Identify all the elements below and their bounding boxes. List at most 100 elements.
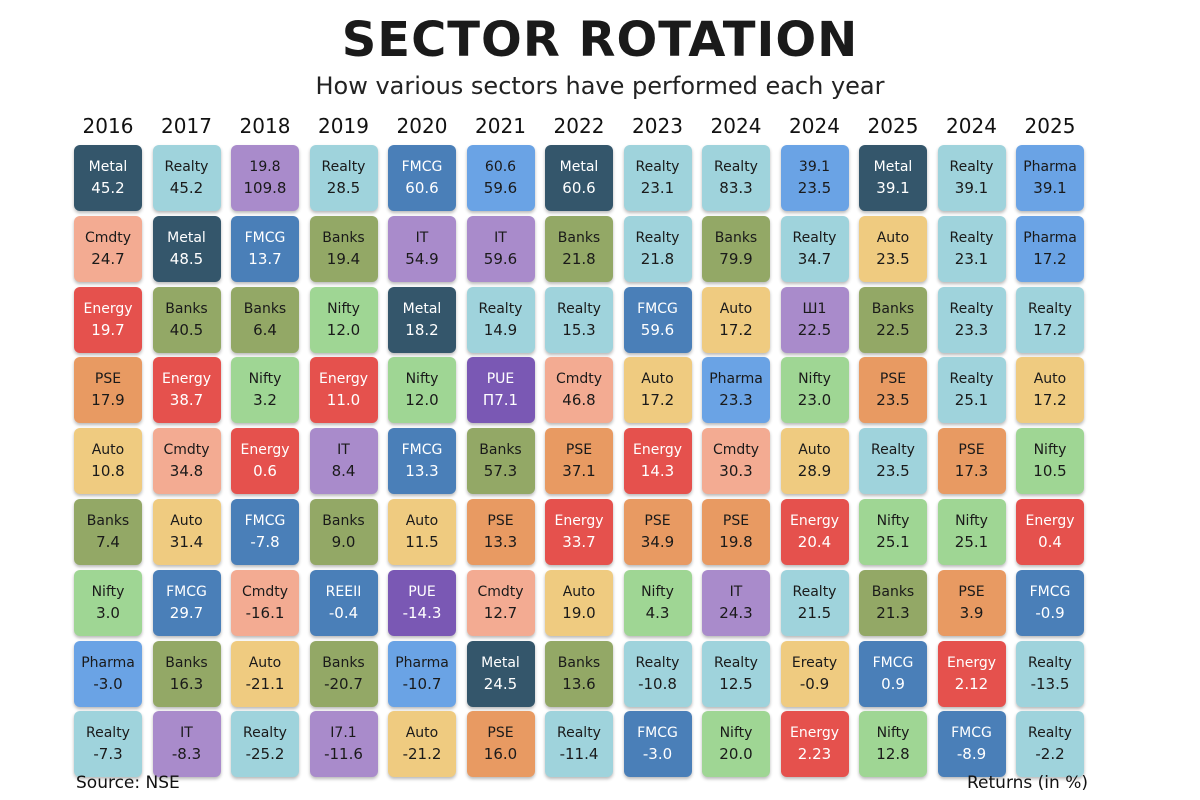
sector-name: Auto — [876, 229, 910, 246]
sector-return: 39.1 — [1033, 179, 1067, 197]
year-label: 2020 — [396, 114, 448, 138]
sector-tile: Pharma -10.7 — [388, 640, 456, 707]
sector-name: Auto — [798, 442, 831, 459]
sector-return: -3.0 — [93, 674, 123, 693]
sector-return: 17.9 — [91, 391, 125, 410]
sector-return: 19.7 — [91, 320, 125, 339]
sector-tile: Auto 19.0 — [545, 569, 613, 636]
sector-tile: IT 24.3 — [702, 569, 770, 636]
sector-return: -0.9 — [1035, 603, 1065, 622]
sector-return: 39.1 — [876, 179, 910, 197]
sector-return: 18.2 — [405, 320, 439, 339]
sector-name: Auto — [405, 513, 439, 529]
sector-tile: Auto 17.2 — [1016, 357, 1084, 424]
sector-tile: Energy 33.7 — [545, 499, 613, 565]
sector-tile: FMCG 59.6 — [623, 286, 692, 353]
sector-name: FMCG — [401, 442, 443, 459]
sector-return: -2.2 — [1035, 745, 1065, 764]
sector-name: Energy — [789, 725, 839, 742]
sector-return: 38.7 — [169, 391, 204, 410]
sector-tile: IT 54.9 — [388, 215, 456, 282]
sector-tile: Metal 48.5 — [152, 215, 221, 282]
sector-tile: Banks 21.8 — [545, 215, 613, 282]
sector-tile: Nifty 12.0 — [309, 286, 378, 353]
sector-name: Realty — [949, 371, 994, 388]
sector-tile: IT 59.6 — [466, 215, 535, 282]
sector-return: 21.5 — [797, 603, 832, 622]
units-note: Returns (in %) — [967, 773, 1088, 793]
sector-return: -21.1 — [245, 674, 285, 693]
sector-return: -13.5 — [1030, 674, 1070, 693]
sector-return: 8.4 — [331, 462, 356, 481]
sector-tile: Realty 28.5 — [309, 145, 378, 211]
sector-tile: Metal 45.2 — [74, 145, 142, 211]
sector-tile: Nifty 12.0 — [388, 357, 456, 424]
sector-return: 23.1 — [954, 249, 989, 268]
sector-name: Ereaty — [791, 654, 838, 671]
sector-return: 28.5 — [326, 179, 361, 197]
sector-tile: Energy 2.23 — [780, 711, 849, 778]
sector-tile: Banks 13.6 — [545, 640, 613, 707]
sector-name: Auto — [562, 583, 596, 600]
sector-tile: Realty 25.1 — [937, 357, 1006, 424]
sector-name: Realty — [949, 229, 994, 246]
year-label: 2024 — [946, 114, 997, 138]
sector-return: 45.2 — [91, 179, 125, 197]
sector-name: Banks — [871, 583, 915, 600]
sector-name: Realty — [949, 159, 994, 175]
sector-name: FMCG — [244, 229, 286, 246]
sector-name: Realty — [792, 583, 837, 600]
sector-tile: PSE 37.1 — [545, 428, 613, 495]
year-label: 2021 — [475, 114, 526, 138]
sector-tile: Ereaty -0.9 — [780, 640, 849, 707]
sector-name: FMCG — [401, 159, 443, 175]
sector-name: Nifty — [719, 725, 753, 742]
sector-name: Realty — [1028, 725, 1072, 742]
sector-name: Energy — [240, 442, 290, 459]
sector-tile: Banks 6.4 — [231, 286, 299, 353]
sector-return: -10.7 — [402, 674, 442, 693]
sector-return: 29.7 — [169, 603, 204, 622]
sector-return: -10.8 — [638, 674, 677, 693]
source-note: Source: NSE — [76, 773, 180, 793]
sector-name: Cmdty — [84, 229, 132, 246]
sector-return: 20.4 — [797, 533, 832, 551]
sector-return: 17.2 — [719, 320, 753, 339]
chart-title: SECTOR ROTATION — [341, 12, 859, 68]
sector-name: Metal — [481, 654, 520, 671]
sector-return: -7.3 — [93, 745, 123, 764]
sector-tile: Cmdty 24.7 — [74, 215, 142, 282]
sector-name: Banks — [871, 300, 915, 317]
sector-tile: Realty 23.3 — [937, 286, 1006, 353]
sector-tile: Pharma -3.0 — [74, 640, 142, 707]
sector-return: 19.4 — [326, 249, 361, 268]
sector-return: 22.5 — [876, 320, 910, 339]
sector-name: Banks — [86, 513, 130, 529]
sector-tile: Realty 21.5 — [780, 569, 849, 636]
sector-return: 25.1 — [876, 533, 910, 551]
sector-return: 59.6 — [483, 179, 518, 197]
sector-return: 30.3 — [719, 462, 753, 481]
sector-name: Nifty — [91, 583, 125, 600]
sector-return: -0.4 — [328, 603, 359, 622]
sector-return: 48.5 — [169, 249, 204, 268]
sector-tile: Banks 9.0 — [309, 499, 378, 565]
sector-return: 23.5 — [797, 179, 832, 197]
sector-return: 9.0 — [331, 533, 356, 551]
sector-name: Realty — [321, 159, 366, 175]
sector-name: Banks — [243, 300, 287, 317]
sector-tile: Banks 7.4 — [74, 499, 142, 565]
sector-return: 23.3 — [954, 320, 989, 339]
sector-name: Banks — [557, 229, 601, 246]
sector-tile: PSE 34.9 — [623, 499, 692, 565]
sector-name: Cmdty — [712, 442, 760, 459]
sector-tile: Realty 12.5 — [702, 640, 770, 707]
year-label: 2024 — [789, 114, 840, 138]
sector-return: 14.9 — [483, 320, 518, 339]
sector-tile: Nifty 25.1 — [859, 499, 927, 565]
sector-return: -21.2 — [402, 745, 442, 764]
sector-return: 23.5 — [876, 462, 910, 481]
sector-name: Pharma — [395, 654, 449, 671]
sector-return: -11.6 — [324, 745, 363, 764]
sector-name: Banks — [557, 654, 601, 671]
